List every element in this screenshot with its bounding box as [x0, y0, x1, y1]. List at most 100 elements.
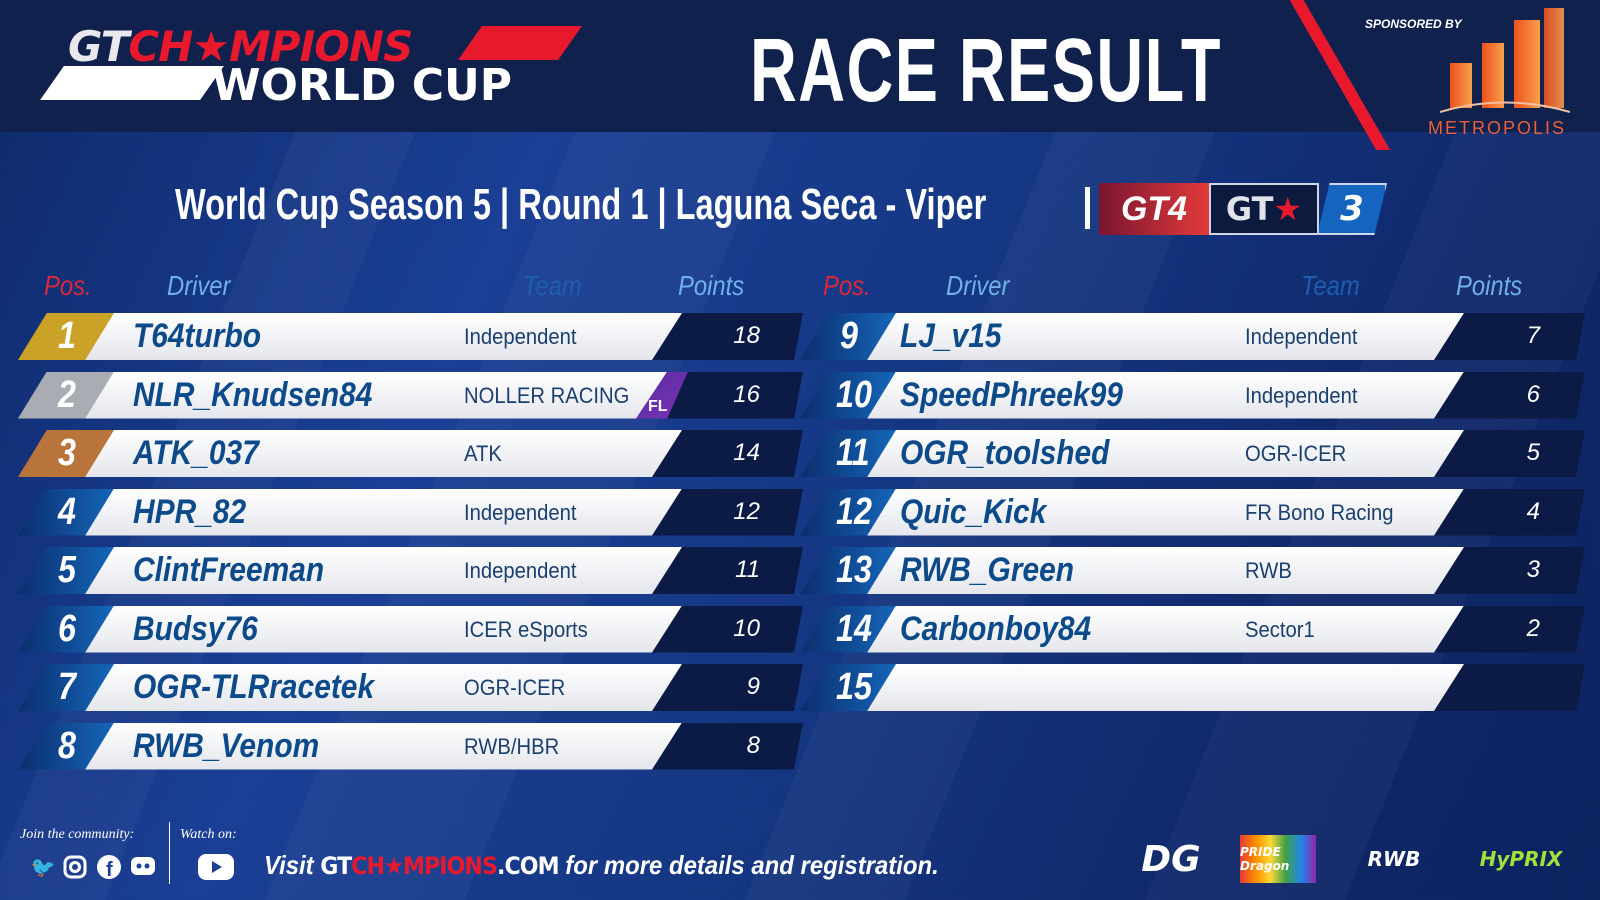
team-name: ICER eSports — [464, 616, 588, 642]
driver-bar — [82, 605, 682, 653]
position-number: 7 — [58, 666, 76, 708]
fastest-lap-label: FL — [648, 397, 668, 415]
instagram-icon[interactable] — [60, 852, 90, 882]
team-name: RWB — [1245, 558, 1292, 583]
metropolis-wordmark: METROPOLIS — [1428, 118, 1567, 138]
driver-name: RWB_Venom — [133, 726, 320, 765]
gt-logo-text: GT — [1225, 190, 1274, 228]
twitter-icon[interactable]: 🐦 — [30, 855, 56, 879]
driver-name: Carbonboy84 — [900, 609, 1092, 648]
gt-star-logo: GT ★ — [1209, 183, 1319, 235]
hyprix-sponsor-logo: HyPRIX — [1462, 835, 1580, 883]
team-name: NOLLER RACING — [464, 382, 630, 408]
driver-bar — [864, 430, 1464, 477]
metropolis-logo-icon — [1440, 8, 1570, 113]
driver-name: ClintFreeman — [133, 551, 325, 589]
gt3-label: 3 — [1317, 183, 1387, 235]
driver-name: RWB_Green — [900, 551, 1075, 589]
team-name: Independent — [464, 324, 577, 349]
points-value: 8 — [746, 731, 760, 759]
logo-gt: GT — [68, 22, 129, 71]
team-name: Independent — [464, 558, 577, 583]
col-header-driver-right: Driver — [946, 270, 1010, 301]
class-badge: GT4 GT ★ 3 — [1085, 183, 1387, 235]
driver-name: HPR_82 — [133, 492, 247, 531]
website-link[interactable]: GTCH★MPIONS.COM — [320, 852, 560, 880]
team-name: FR Bono Racing — [1245, 499, 1394, 525]
position-number: 10 — [836, 373, 872, 416]
gt4-label: GT4 — [1099, 183, 1209, 235]
driver-bar — [82, 313, 682, 360]
driver-bar — [82, 430, 682, 477]
position-number: 12 — [836, 490, 872, 533]
logo-world-cup: WORLD CUP — [212, 60, 512, 111]
team-name: RWB/HBR — [464, 733, 560, 759]
points-value: 7 — [1526, 322, 1540, 349]
title-result: RESULT — [958, 21, 1222, 121]
col-header-pos-right: Pos. — [823, 270, 871, 301]
position-number: 6 — [58, 607, 76, 650]
position-number: 15 — [836, 666, 872, 708]
driver-bar — [864, 313, 1464, 360]
points-value: 14 — [733, 439, 760, 466]
points-value: 16 — [733, 380, 760, 408]
title-race: RACE — [750, 21, 940, 121]
driver-bar — [82, 547, 682, 594]
position-number: 11 — [836, 432, 870, 474]
driver-name: Quic_Kick — [900, 492, 1047, 531]
sponsored-by-label: SPONSORED BY — [1365, 17, 1462, 31]
driver-bar — [82, 371, 682, 419]
visit-website-text: Visit GTCH★MPIONS.COM for more details a… — [264, 850, 939, 881]
position-number: 14 — [836, 607, 872, 650]
team-name: OGR-ICER — [464, 675, 566, 700]
team-name: Sector1 — [1245, 616, 1315, 642]
driver-bar — [82, 664, 682, 711]
hyprix-text: HyPRIX — [1479, 847, 1563, 871]
event-subtitle: World Cup Season 5 | Round 1 | Laguna Se… — [175, 180, 987, 229]
position-number: 2 — [58, 373, 76, 416]
team-name: Independent — [1245, 382, 1358, 408]
points-value: 11 — [735, 556, 760, 583]
facebook-icon[interactable]: f — [94, 852, 124, 882]
dg-sponsor-logo: DG — [1141, 838, 1201, 880]
points-value: 18 — [733, 322, 760, 349]
discord-icon[interactable] — [128, 852, 158, 882]
watch-on-label: Watch on: — [180, 827, 237, 842]
driver-bar — [864, 547, 1464, 594]
team-name: Independent — [1245, 324, 1358, 349]
points-value: 9 — [746, 673, 760, 700]
col-header-driver: Driver — [167, 270, 231, 301]
visit-rest-text: for more details and registration. — [565, 850, 939, 880]
driver-name: ATK_037 — [133, 434, 259, 472]
team-name: Independent — [464, 499, 577, 525]
site-champions: CH★MPIONS — [351, 852, 498, 880]
position-number: 4 — [58, 490, 76, 533]
driver-bar — [864, 664, 1464, 711]
logo-champions: CH★MPIONS — [128, 22, 413, 71]
points-value: 6 — [1526, 380, 1540, 408]
footer-divider — [169, 822, 170, 884]
driver-name: T64turbo — [133, 317, 261, 355]
rwb-sponsor-logo: RWB — [1367, 847, 1421, 871]
col-header-team: Team — [523, 270, 582, 301]
driver-name: OGR-TLRracetek — [133, 668, 375, 706]
driver-bar — [864, 605, 1464, 653]
site-com: .COM — [496, 852, 560, 880]
position-number: 5 — [58, 549, 76, 591]
site-gt: GT — [320, 852, 352, 880]
svg-text:f: f — [106, 859, 113, 880]
points-value: 10 — [733, 614, 760, 642]
youtube-icon[interactable] — [196, 852, 236, 882]
driver-name: Budsy76 — [133, 609, 258, 648]
position-number: 8 — [58, 724, 76, 767]
driver-bar — [864, 371, 1464, 419]
driver-name: NLR_Knudsen84 — [133, 375, 373, 414]
gt-champions-world-cup-logo: GTCH★MPIONS WORLD CUP — [40, 22, 582, 111]
driver-bar — [82, 722, 682, 770]
pride-dragon-sponsor-logo: PRIDE Dragon — [1240, 835, 1316, 883]
join-community-label: Join the community: — [20, 827, 135, 842]
driver-name: OGR_toolshed — [900, 434, 1110, 472]
points-value: 4 — [1526, 497, 1540, 525]
driver-name: LJ_v15 — [900, 317, 1002, 355]
points-value: 3 — [1526, 556, 1540, 583]
